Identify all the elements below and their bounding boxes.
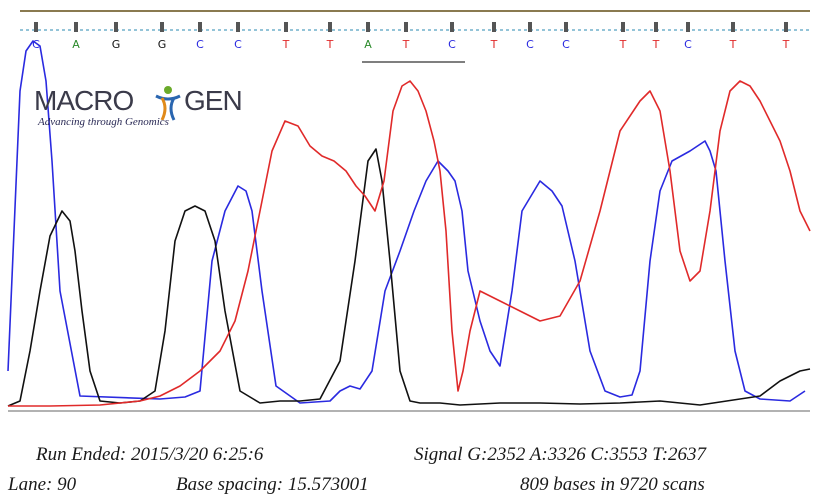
base-tick	[450, 22, 454, 32]
base-tick	[328, 22, 332, 32]
base-call-label: T	[282, 38, 290, 51]
base-call-label: T	[402, 38, 410, 51]
signal-text: Signal G:2352 A:3326 C:3553 T:2637	[414, 444, 707, 465]
base-tick	[284, 22, 288, 32]
svg-text:MACRO: MACRO	[34, 85, 133, 116]
base-call-label: C	[234, 38, 242, 51]
base-call-label: C	[196, 38, 204, 51]
base-tick	[564, 22, 568, 32]
base-call-label: T	[619, 38, 627, 51]
base-tick	[114, 22, 118, 32]
base-call-label: A	[72, 38, 80, 51]
base-tick	[366, 22, 370, 32]
base-tick	[74, 22, 78, 32]
base-call-label: C	[684, 38, 692, 51]
lane-text: Lane: 90	[8, 474, 77, 495]
base-call-label: T	[782, 38, 790, 51]
svg-text:GEN: GEN	[184, 85, 242, 116]
bases-scans-text: 809 bases in 9720 scans	[520, 474, 705, 495]
base-tick	[528, 22, 532, 32]
base-tick	[731, 22, 735, 32]
base-call-label: G	[112, 38, 121, 51]
base-call-label: C	[448, 38, 456, 51]
trace-C	[7, 40, 806, 404]
base-call-label: T	[652, 38, 660, 51]
base-tick	[160, 22, 164, 32]
base-tick	[654, 22, 658, 32]
logo-wordmark: MACRO GEN	[34, 82, 259, 129]
base-call-label: C	[562, 38, 570, 51]
base-tick	[686, 22, 690, 32]
base-call-label: C	[32, 38, 40, 51]
run-ended-text: Run Ended: 2015/3/20 6:25:6	[36, 444, 264, 465]
trace-T	[8, 80, 811, 407]
base-tick	[404, 22, 408, 32]
base-call-label: G	[158, 38, 167, 51]
base-call-label: A	[364, 38, 372, 51]
base-tick	[621, 22, 625, 32]
base-call-label: T	[490, 38, 498, 51]
base-tick	[198, 22, 202, 32]
base-call-label: T	[729, 38, 737, 51]
base-tick	[34, 22, 38, 32]
base-spacing-text: Base spacing: 15.573001	[176, 474, 369, 495]
base-tick	[492, 22, 496, 32]
logo-tagline: Advancing through Genomics	[38, 116, 169, 128]
base-call-label: C	[526, 38, 534, 51]
base-call-label: T	[326, 38, 334, 51]
base-tick	[236, 22, 240, 32]
base-tick	[784, 22, 788, 32]
trace-G	[7, 148, 811, 407]
macrogen-logo: MACRO GEN Advancing through Genomics	[34, 82, 259, 129]
